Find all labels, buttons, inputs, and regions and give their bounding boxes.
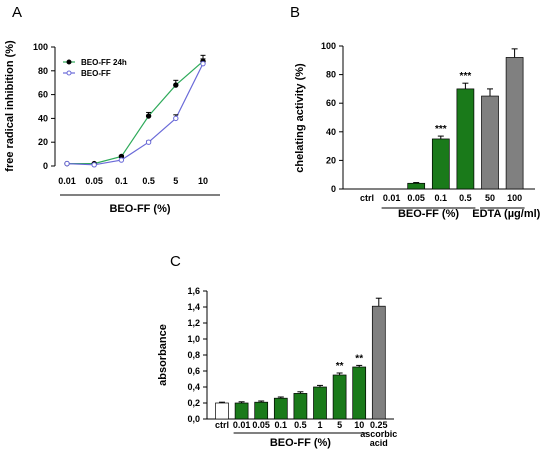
panel-b-x-tick-label: 100 — [507, 193, 522, 203]
panel-b-x-tick-label: ctrl — [360, 193, 374, 203]
panel-a-point — [145, 113, 152, 119]
panel-a-x-tick-label: 0.1 — [115, 176, 128, 186]
panel-a-series-line — [66, 63, 204, 166]
panel-b-x-tick-label: 50 — [485, 193, 495, 203]
panel-b-y-tick-label: 20 — [326, 155, 336, 165]
panel-a-x-tick-label: 10 — [198, 176, 208, 186]
panel-c-significance: ** — [336, 361, 344, 372]
panel-c-letter: C — [170, 253, 181, 270]
panel-a-point — [173, 82, 179, 88]
panel-c-y-axis-label: absorbance — [157, 324, 169, 386]
panel-b-y-tick-label: 100 — [321, 41, 336, 51]
panel-a-legend-label: BEO-FF 24h — [81, 58, 127, 67]
panel-c-x-tick-label: 0.1 — [275, 420, 288, 430]
panel-a-point — [91, 162, 97, 168]
panel-a-x-tick-label: 0.5 — [142, 176, 155, 186]
panel-b-x-tick-label: 0.5 — [459, 193, 472, 203]
panel-c-bar — [273, 397, 288, 420]
panel-a-legend-label: BEO-FF — [81, 69, 111, 78]
panel-b-significance: *** — [435, 124, 447, 135]
panel-c-y-tick-label: 1,0 — [187, 334, 200, 344]
panel-a-x-tick-label: 5 — [173, 176, 178, 186]
panel-a-y-tick-label: 0 — [43, 161, 48, 171]
panel-b-y-axis-label: chelating activity (%) — [294, 63, 306, 173]
panel-a-point — [64, 160, 70, 167]
panel-c-x-tick-label: 1 — [317, 420, 322, 430]
panel-c-significance: ** — [355, 353, 363, 364]
panel-c-y-tick-label: 1,6 — [187, 286, 200, 296]
panel-c-bar — [293, 393, 308, 420]
panel-c-x-tick-label: 5 — [337, 420, 342, 430]
panel-a-series-line — [67, 60, 204, 165]
panel-b-x-tick-label: 0.05 — [407, 193, 425, 203]
panel-a-point — [200, 60, 206, 67]
panel-c-y-tick-label: 1,2 — [187, 318, 200, 328]
panel-b-bar — [407, 182, 426, 190]
panel-a-letter: A — [12, 4, 22, 21]
panel-a-y-tick-label: 20 — [38, 137, 48, 147]
panel-c-x-tick-label: ctrl — [215, 420, 229, 430]
panel-a-y-tick-label: 60 — [38, 90, 48, 100]
panel-b-bar — [481, 95, 499, 190]
panel-c-group-label: ascorbic — [360, 429, 397, 439]
panel-c-bar — [234, 402, 249, 420]
panel-c-bar — [371, 305, 386, 420]
panel-b-letter: B — [290, 4, 300, 21]
panel-a-x-tick-label: 0.01 — [58, 176, 76, 186]
panel-c-x-tick-label: 10 — [354, 420, 364, 430]
panel-c-group-label: acid — [370, 438, 388, 448]
panel-b-y-tick-label: 40 — [326, 127, 336, 137]
panel-c-y-tick-label: 0,8 — [187, 350, 200, 360]
panel-c-bar — [215, 402, 229, 420]
panel-b-y-tick-label: 60 — [326, 98, 336, 108]
panel-a-legend-marker — [66, 70, 72, 76]
panel-a-point — [145, 139, 152, 145]
panel-b-group-label: BEO-FF (%) — [398, 208, 459, 220]
panel-c-y-tick-label: 1,4 — [187, 302, 200, 312]
panel-b-group-label: EDTA (µg/ml) — [472, 208, 540, 220]
panel-c-x-tick-label: 0.05 — [252, 420, 270, 430]
panel-c-group-label: BEO-FF (%) — [270, 437, 331, 449]
panel-b-x-tick-label: 0.1 — [435, 193, 448, 203]
panel-c-y-tick-label: 0,0 — [187, 414, 200, 424]
panel-a-y-tick-label: 40 — [38, 113, 48, 123]
panel-a-y-tick-label: 100 — [33, 42, 48, 52]
panel-c-bar — [332, 374, 347, 420]
panel-a-point — [173, 115, 179, 122]
panel-b-bar — [431, 138, 450, 190]
panel-a-y-tick-label: 80 — [38, 66, 48, 76]
panel-b-y-tick-label: 0 — [331, 184, 336, 194]
panel-a-y-axis-label: free radical inhibition (%) — [4, 40, 16, 172]
panel-a-legend-marker — [66, 59, 72, 65]
panel-c-x-tick-label: 0.01 — [233, 420, 251, 430]
panel-c-y-tick-label: 0,2 — [187, 398, 200, 408]
panel-b-bar — [456, 88, 475, 190]
panel-b-bar — [505, 57, 524, 190]
panel-c-bar — [254, 401, 269, 420]
panel-c-bar — [313, 386, 327, 420]
panel-a-x-tick-label: 0.05 — [85, 176, 103, 186]
panel-a-point — [118, 157, 125, 163]
panel-b-significance: *** — [460, 71, 472, 82]
panel-b-y-tick-label: 80 — [326, 70, 336, 80]
panel-c-x-tick-label: 0.25 — [370, 420, 388, 430]
panel-c-bar — [352, 366, 367, 420]
panel-c-x-tick-label: 0.5 — [294, 420, 307, 430]
panel-c-y-tick-label: 0,6 — [187, 366, 200, 376]
panel-c-y-tick-label: 0,4 — [187, 382, 200, 392]
panel-a-x-axis-label: BEO-FF (%) — [109, 203, 170, 215]
panel-b-x-tick-label: 0.01 — [383, 193, 401, 203]
